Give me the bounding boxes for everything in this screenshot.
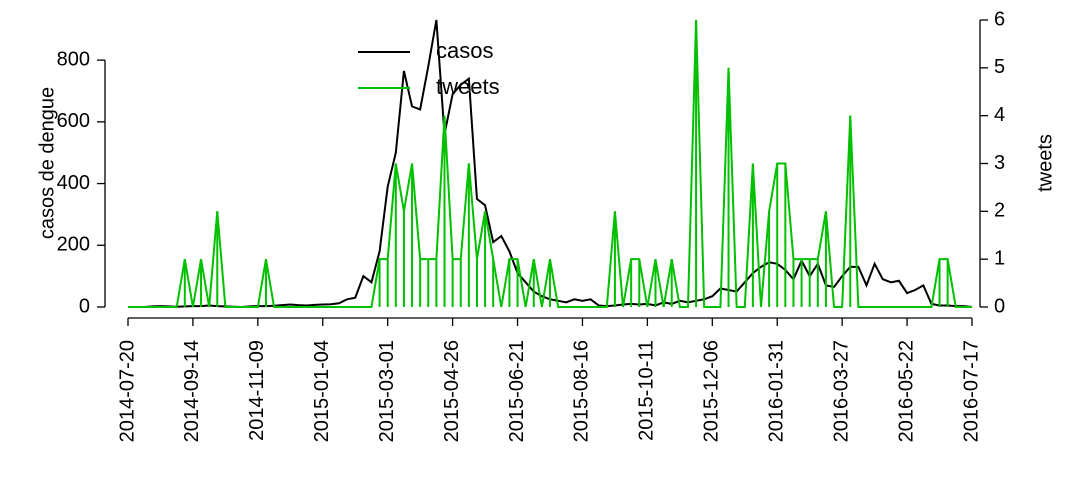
y-tick-label: 800 (57, 48, 90, 70)
y-tick-label: 0 (79, 295, 90, 317)
x-tick-label: 2016-03-27 (830, 340, 852, 442)
y2-tick-label: 0 (994, 295, 1005, 317)
legend-label: tweets (436, 74, 500, 99)
series-line (128, 19, 972, 308)
y2-tick-label: 1 (994, 247, 1005, 269)
x-tick-label: 2016-05-22 (895, 340, 917, 442)
x-tick-label: 2014-07-20 (116, 340, 138, 442)
x-tick-label: 2015-08-16 (571, 340, 593, 442)
x-tick-label: 2014-11-09 (246, 340, 268, 441)
x-tick-label: 2015-06-21 (506, 340, 528, 442)
y2-tick-label: 5 (994, 56, 1005, 78)
x-tick-label: 2014-09-14 (181, 340, 203, 442)
x-tick-label: 2015-10-11 (636, 340, 658, 441)
x-tick-label: 2015-01-04 (311, 340, 333, 442)
x-tick-label: 2015-03-01 (376, 340, 398, 442)
y2-tick-label: 2 (994, 200, 1005, 222)
x-tick-label: 2015-12-06 (701, 340, 723, 442)
legend-label: casos (436, 38, 493, 63)
x-tick-label: 2015-04-26 (441, 340, 463, 442)
y-axis-label: casos de dengue (36, 87, 58, 239)
y-tick-label: 200 (57, 234, 90, 256)
x-tick-label: 2016-07-17 (960, 340, 982, 442)
y-tick-label: 400 (57, 172, 90, 194)
y2-axis-label: tweets (1034, 134, 1056, 192)
y2-tick-label: 3 (994, 152, 1005, 174)
y2-tick-label: 4 (994, 104, 1005, 126)
y-tick-label: 600 (57, 110, 90, 132)
x-tick-label: 2016-01-31 (766, 340, 788, 442)
y2-tick-label: 6 (994, 8, 1005, 30)
